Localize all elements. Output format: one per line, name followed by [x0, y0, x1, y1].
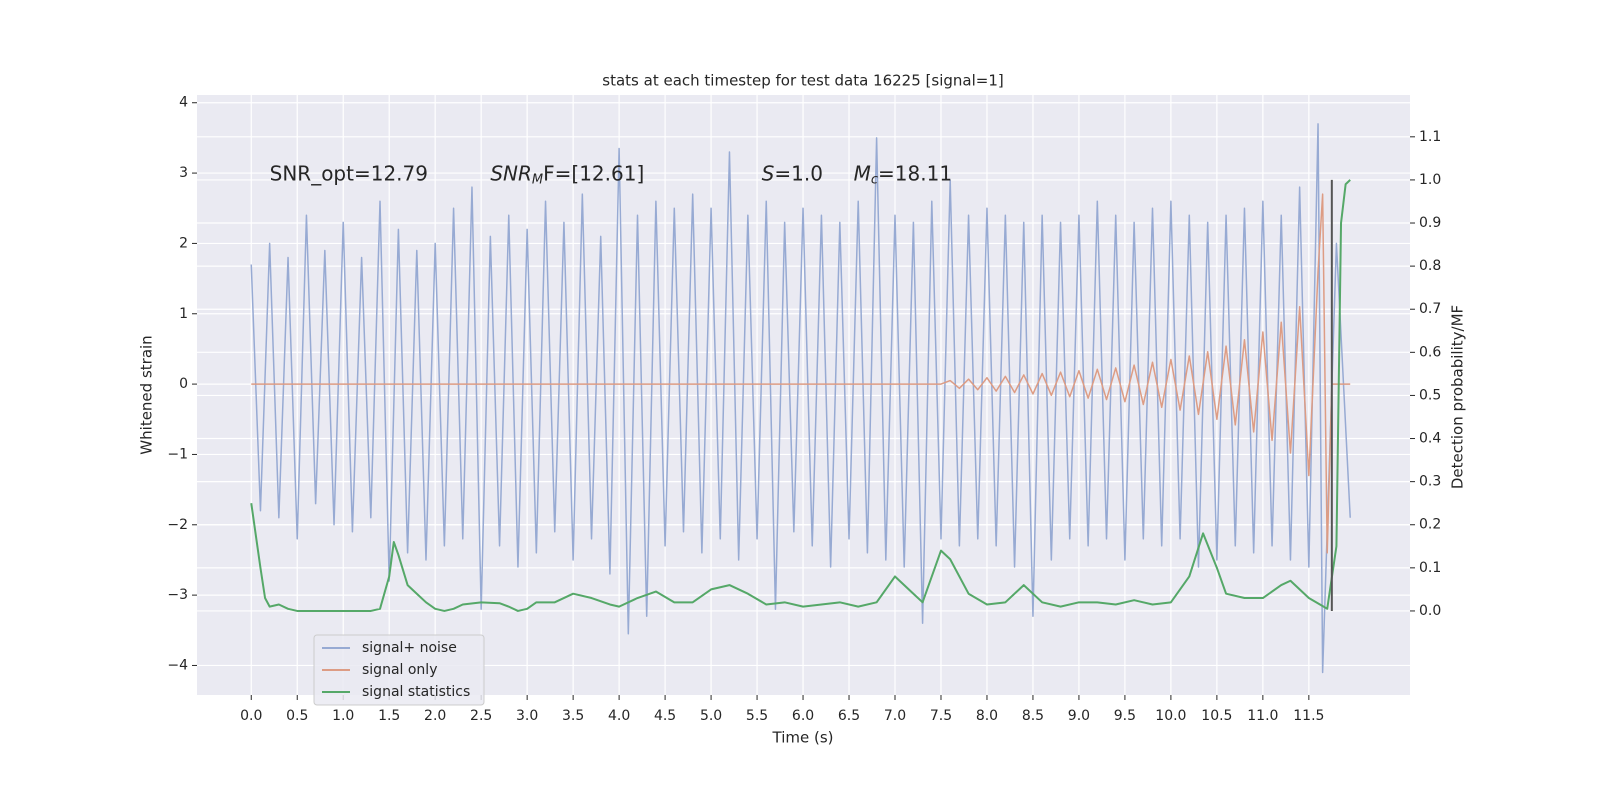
x-tick-label: 11.5: [1293, 708, 1324, 724]
series-line: [250, 179, 1351, 612]
annotation-part: SNR: [490, 161, 532, 185]
annotation-part: SNR_opt=12.79: [270, 161, 428, 185]
x-tick-label: 5.5: [746, 708, 768, 724]
grid: [197, 95, 1410, 695]
x-tick-label: 1.5: [378, 708, 400, 724]
y2-tick-label: 0.7: [1419, 301, 1441, 317]
y-axis-label: Whitened strain: [138, 335, 156, 454]
y2-tick-label: 0.4: [1419, 431, 1441, 447]
annotation: SNRMF=[12.61]: [490, 161, 644, 187]
x-tick-label: 10.5: [1201, 708, 1232, 724]
x-tick-label: 7.5: [930, 708, 952, 724]
x-tick-label: 6.5: [838, 708, 860, 724]
x-tick-label: 5.0: [700, 708, 722, 724]
y-tick-label: 0: [179, 376, 188, 392]
y-tick-label: 3: [179, 165, 188, 181]
annotation: Mc=18.11: [854, 161, 952, 187]
x-tick-label: 10.0: [1155, 708, 1186, 724]
x-tick-label: 2.5: [470, 708, 492, 724]
annotation: SNR_opt=12.79: [270, 161, 428, 185]
annotation-part: c: [871, 172, 878, 187]
series-line: [251, 193, 1351, 554]
y2-tick-label: 1.0: [1419, 172, 1441, 188]
x-tick-label: 1.0: [332, 708, 354, 724]
y2-tick-label: 0.2: [1419, 517, 1441, 533]
annotation-part: M: [532, 172, 543, 187]
y2-axis-label: Detection probability/MF: [1449, 305, 1467, 489]
legend-label: signal+ noise: [362, 640, 457, 656]
x-tick-label: 8.5: [1022, 708, 1044, 724]
y2-tick-label: 0.9: [1419, 215, 1441, 231]
x-tick-label: 9.5: [1114, 708, 1136, 724]
annotation-part: =18.11: [878, 161, 952, 185]
x-tick-label: 3.5: [562, 708, 584, 724]
x-tick-label: 3.0: [516, 708, 538, 724]
y2-tick-label: 0.5: [1419, 387, 1441, 403]
y-tick-label: 2: [179, 235, 188, 251]
x-tick-label: 0.0: [240, 708, 262, 724]
annotation-part: S: [762, 161, 775, 185]
y-tick-label: 1: [179, 306, 188, 322]
y2-tick-label: 0.3: [1419, 474, 1441, 490]
marks: [250, 123, 1351, 674]
legend-label: signal only: [362, 662, 437, 678]
y2-tick-label: 0.6: [1419, 344, 1441, 360]
x-axis-label: Time (s): [772, 729, 834, 747]
x-tick-label: 4.5: [654, 708, 676, 724]
y-tick-label: −3: [167, 587, 188, 603]
y-tick-label: 4: [179, 95, 188, 111]
y2-tick-label: 0.0: [1419, 603, 1441, 619]
annotation: S=1.0: [762, 161, 823, 185]
x-tick-label: 8.0: [976, 708, 998, 724]
y-tick-label: −2: [167, 517, 188, 533]
x-tick-label: 11.0: [1247, 708, 1278, 724]
annotation-part: F=[12.61]: [543, 161, 644, 185]
y2-tick-label: 1.1: [1419, 129, 1441, 145]
annotation-part: =1.0: [774, 161, 823, 185]
chart-title: stats at each timestep for test data 162…: [602, 72, 1003, 90]
x-tick-label: 4.0: [608, 708, 630, 724]
x-tick-label: 7.0: [884, 708, 906, 724]
y-tick-label: −1: [167, 446, 188, 462]
y2-tick-label: 0.1: [1419, 560, 1441, 576]
legend-label: signal statistics: [362, 684, 470, 700]
x-tick-label: 9.0: [1068, 708, 1090, 724]
legend-box: [313, 634, 485, 706]
y2-tick-label: 0.8: [1419, 258, 1441, 274]
x-tick-label: 6.0: [792, 708, 814, 724]
y-tick-label: −4: [167, 657, 188, 673]
series-line: [250, 123, 1351, 674]
x-tick-label: 0.5: [286, 708, 308, 724]
x-tick-label: 2.0: [424, 708, 446, 724]
annotation-part: M: [854, 161, 871, 185]
